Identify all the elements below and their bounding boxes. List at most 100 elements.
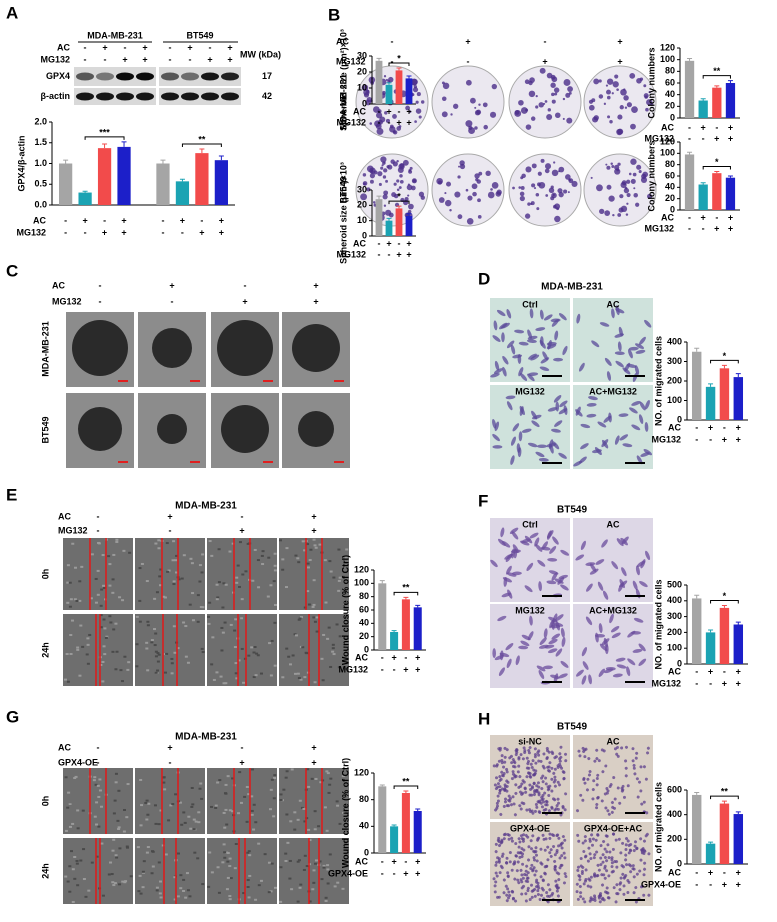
x-row-label: - [688,212,691,222]
cell [553,767,557,771]
cell [542,800,546,804]
colony [630,178,636,184]
cell [638,658,647,666]
bar [733,624,744,664]
speckle [236,564,240,567]
speckle [207,615,211,618]
x-row-label: + [121,227,126,237]
cell [560,841,564,845]
error-bar [694,594,700,599]
colony [366,89,370,94]
cell [527,329,533,339]
bar [413,811,422,853]
condition-sign: - [189,54,192,64]
speckle [246,542,250,545]
cell [526,339,537,343]
cell [493,783,497,787]
cell [529,762,533,766]
speckle [320,657,324,660]
sig-label: * [397,53,401,63]
colony [418,115,422,119]
speckle [336,804,340,807]
speckle [235,677,239,680]
speckle [151,850,155,853]
speckle [95,801,99,804]
cell [492,877,496,881]
error-bar [735,621,741,625]
cell [534,769,538,773]
cell [639,837,643,841]
speckle [123,881,127,884]
blot-band [201,92,219,101]
cell [496,799,500,803]
cell [596,773,600,777]
cell [620,864,624,868]
speckle [154,650,158,653]
cell [500,754,504,758]
y-tick-label: 30 [357,184,367,194]
cell [553,395,562,403]
speckle [99,663,103,666]
colony [457,175,461,179]
speckle [144,801,148,804]
cell [593,898,597,902]
speckle [269,890,273,893]
speckle [163,596,167,599]
error-bar [102,143,108,149]
speckle [317,825,321,828]
y-tick-label: 0 [670,204,675,214]
cell [644,319,652,328]
speckle [331,643,335,646]
cell [635,565,640,576]
condition-sign: + [311,511,316,521]
cell [505,395,516,400]
x-row-name: AC [353,106,366,116]
cell [508,860,512,864]
y-axis-label: Spheroid size (μm²)×10³ [338,29,348,131]
cell [537,749,541,753]
cell [533,858,537,862]
cell [621,841,625,845]
x-row-label: - [695,879,698,889]
colony [446,181,452,187]
x-row-label: + [415,652,420,662]
cell [601,860,605,864]
speckle [272,815,276,818]
cell [563,838,567,842]
speckle [109,861,113,864]
speckle [103,627,107,630]
cell [612,776,616,780]
cell [529,615,533,626]
cell [500,758,504,762]
cell [531,414,542,420]
speckle [98,789,102,792]
speckle [223,856,227,859]
cell [533,789,537,793]
speckle [326,864,330,867]
cell [537,759,541,763]
cell [558,783,562,787]
speckle [246,879,250,882]
colony [603,102,607,105]
panel-letter: H [478,709,490,728]
speckle [128,551,132,554]
colony [490,188,493,191]
colony [478,103,481,106]
cell [582,778,586,782]
cell [530,765,534,769]
colony [616,128,623,136]
cell [631,424,641,431]
colony [420,100,425,104]
x-row-name: AC [668,422,681,432]
sig-label: * [397,191,401,201]
cell [529,775,533,779]
cell [497,538,506,546]
cell [500,527,505,538]
cell [535,327,546,332]
colony [624,106,628,109]
cell [501,773,505,777]
x-row-label: + [406,238,411,248]
cell [558,752,562,756]
x-row-label: + [714,223,719,233]
speckle [141,886,145,889]
